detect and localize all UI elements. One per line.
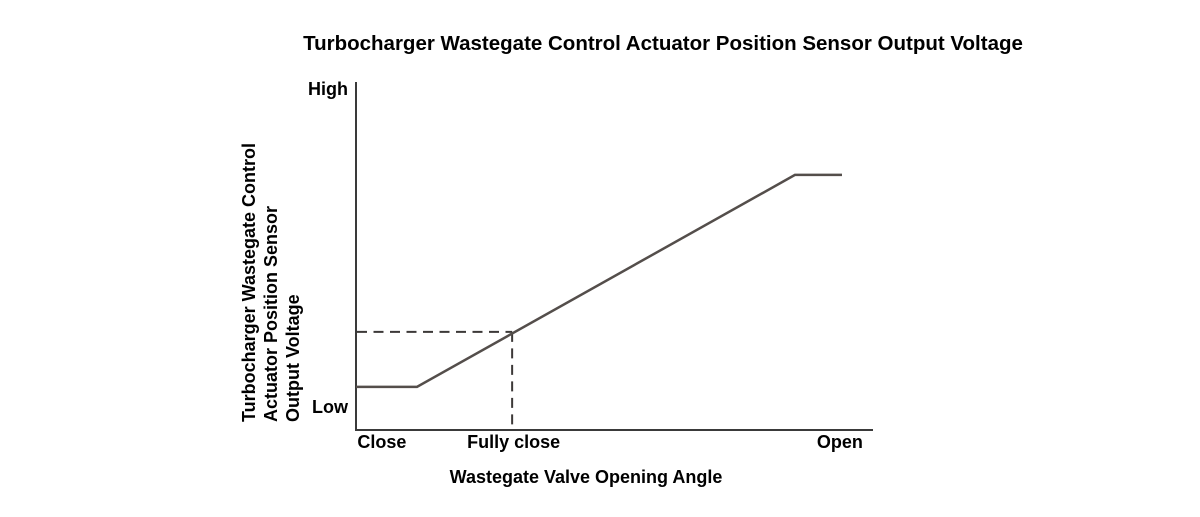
x-tick-fully-close: Fully close	[467, 432, 561, 452]
chart-title: Turbocharger Wastegate Control Actuator …	[303, 32, 1023, 55]
y-tick-high: High	[308, 79, 348, 99]
x-tick-open: Open	[816, 432, 863, 452]
y-tick-low: Low	[312, 397, 348, 417]
x-axis-label: Wastegate Valve Opening Angle	[449, 467, 723, 487]
x-tick-close: Close	[357, 432, 407, 452]
